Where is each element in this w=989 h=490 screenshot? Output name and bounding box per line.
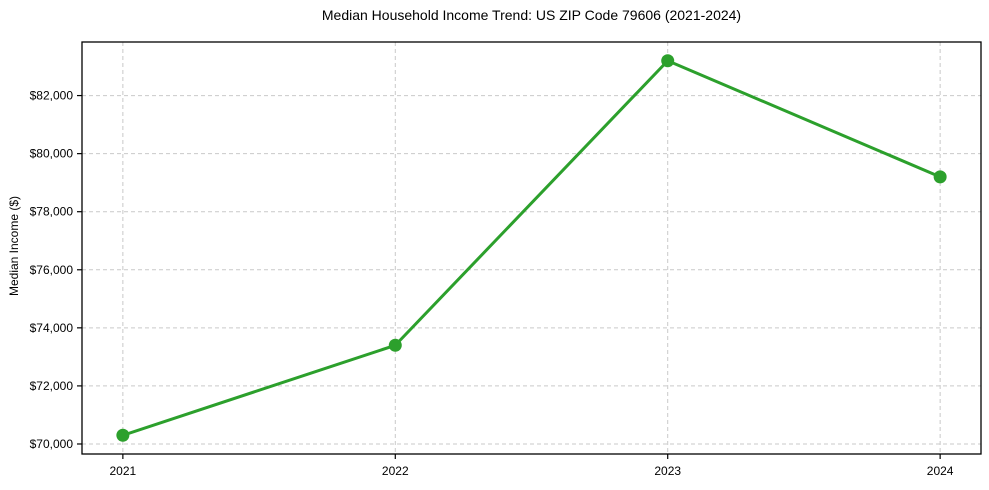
y-tick-label: $70,000 [30, 437, 74, 451]
y-tick-label: $82,000 [30, 89, 74, 103]
x-tick-label: 2024 [927, 464, 954, 478]
y-tick-label: $72,000 [30, 379, 74, 393]
data-point-marker [933, 170, 947, 184]
data-point-marker [661, 54, 675, 68]
data-point-marker [116, 428, 130, 442]
data-point-marker [388, 338, 402, 352]
chart-title: Median Household Income Trend: US ZIP Co… [321, 7, 742, 23]
x-tick-label: 2021 [110, 464, 137, 478]
y-tick-label: $80,000 [30, 147, 74, 161]
x-tick-label: 2022 [382, 464, 409, 478]
plot-border [81, 41, 982, 455]
x-tick-label: 2023 [654, 464, 681, 478]
series-line [121, 59, 942, 437]
y-tick-label: $78,000 [30, 205, 74, 219]
y-tick-label: $74,000 [30, 321, 74, 335]
y-tick-label: $76,000 [30, 263, 74, 277]
